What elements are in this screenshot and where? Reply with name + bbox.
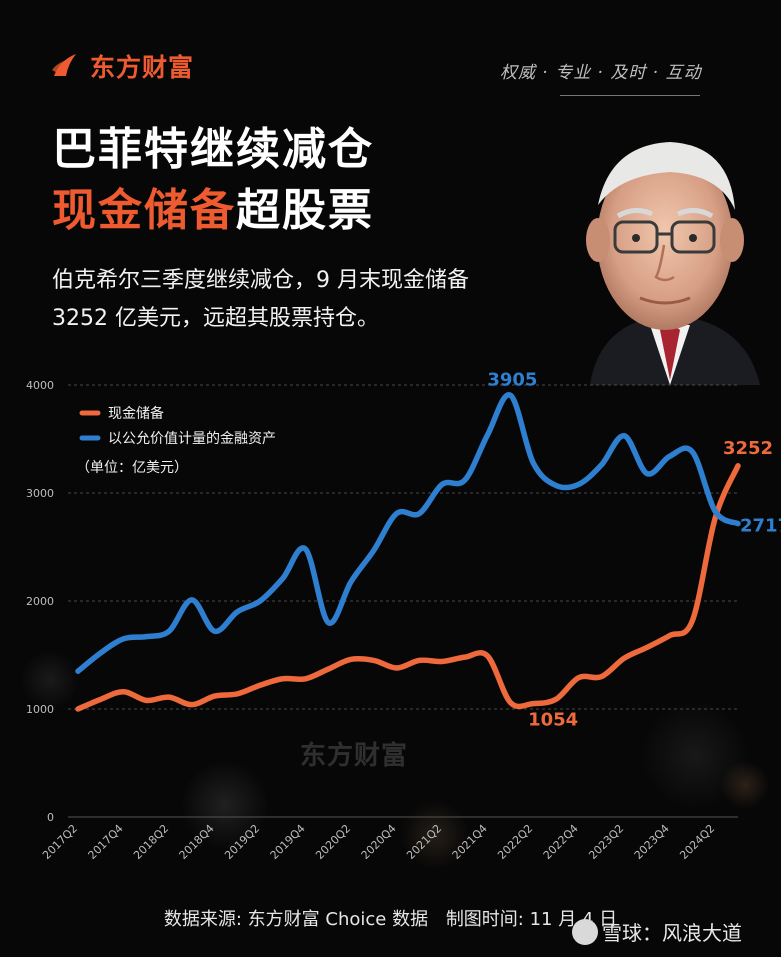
- slogan: 权威 · 专业 · 及时 · 互动: [500, 63, 702, 83]
- slogan-underline: [560, 95, 700, 96]
- chart-annotations: 3905 1054 3252 2717: [487, 369, 781, 730]
- x-tick-label: 2017Q4: [86, 822, 126, 862]
- x-axis-ticks: 2017Q2 2017Q4 2018Q2 2018Q4 2019Q2 2019Q4 2020…: [40, 822, 717, 862]
- chart-grid: [68, 384, 738, 818]
- series-line-cash: [75, 463, 741, 712]
- line-chart: 0 1000 2000 3000 4000 2017Q2 2017Q4 2018Q2 2018…: [26, 369, 781, 862]
- y-tick-label: 1000: [26, 703, 54, 716]
- series-line-equity: [75, 392, 741, 674]
- data-label: 2717: [740, 516, 781, 537]
- x-tick-label: 2024Q2: [677, 822, 717, 862]
- y-tick-label: 4000: [26, 379, 54, 392]
- snowball-icon: [572, 918, 598, 945]
- brand-header: 东方财富: [50, 48, 194, 84]
- headline-line1: 巴菲特继续减仓: [52, 124, 374, 175]
- xueqiu-watermark-text: 雪球：风浪大道: [602, 921, 742, 945]
- x-tick-label: 2019Q4: [268, 822, 308, 862]
- chart-series: [75, 392, 741, 712]
- headline-highlight: 现金储备: [52, 185, 236, 236]
- x-tick-label: 2023Q2: [586, 822, 626, 862]
- x-tick-label: 2017Q2: [40, 822, 80, 862]
- x-tick-label: 2018Q4: [177, 822, 217, 862]
- xueqiu-watermark: 雪球：风浪大道: [572, 917, 742, 946]
- headline-line2: 现金储备超股票: [52, 174, 374, 238]
- x-tick-label: 2021Q4: [450, 822, 490, 862]
- x-tick-label: 2020Q4: [359, 822, 399, 862]
- legend-label: 现金储备: [108, 405, 164, 422]
- x-tick-label: 2019Q2: [222, 822, 262, 862]
- data-label: 3252: [723, 438, 773, 459]
- data-label: 3905: [487, 369, 537, 390]
- data-label: 1054: [528, 710, 578, 731]
- y-tick-label: 3000: [26, 487, 54, 500]
- brand-logo-icon: [52, 54, 76, 76]
- x-tick-label: 2023Q4: [632, 822, 672, 862]
- headline-rest: 超股票: [236, 185, 374, 236]
- description: 伯克希尔三季度继续减仓，9 月末现金储备 3252 亿美元，远超其股票持仓。: [52, 268, 469, 331]
- data-source-text: 数据来源: 东方财富 Choice 数据: [163, 909, 429, 930]
- unit-note: （单位：亿美元）: [76, 460, 188, 476]
- legend-label: 以公允价值计量的金融资产: [108, 431, 276, 447]
- x-tick-label: 2022Q4: [541, 822, 581, 862]
- x-tick-label: 2018Q2: [131, 822, 171, 862]
- center-watermark: 东方财富: [300, 741, 409, 771]
- y-tick-label: 0: [47, 811, 54, 824]
- x-tick-label: 2021Q2: [404, 822, 444, 862]
- x-tick-label: 2022Q2: [495, 822, 535, 862]
- brand-name: 东方财富: [90, 53, 195, 82]
- x-tick-label: 2020Q2: [313, 822, 353, 862]
- portrait-photo: [560, 120, 781, 385]
- y-tick-label: 2000: [26, 595, 54, 608]
- y-axis-ticks: 0 1000 2000 3000 4000: [26, 379, 54, 824]
